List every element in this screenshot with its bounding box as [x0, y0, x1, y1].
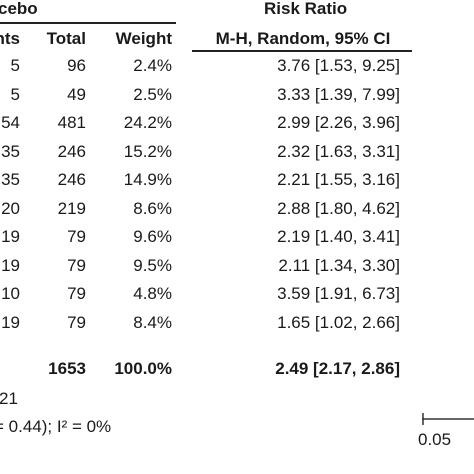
row-weight: 14.9%	[123, 170, 172, 189]
row-events: 20	[1, 198, 20, 218]
placebo-group-title: cebo	[0, 0, 38, 18]
col-header-weight: Weight	[115, 29, 172, 48]
row-weight: 2.5%	[133, 84, 172, 104]
risk-ratio-title: Risk Ratio	[264, 0, 348, 18]
row-events: 54	[1, 113, 20, 132]
row-total: 96	[67, 56, 86, 75]
row-events: 5	[10, 84, 20, 104]
col-header-events: nts	[0, 29, 20, 48]
row-total: 79	[67, 312, 86, 332]
col-header-total: Total	[46, 29, 86, 48]
row-ci: 2.11 [1.34, 3.30]	[278, 255, 400, 275]
row-total: 481	[57, 113, 86, 132]
row-events: 10	[1, 284, 20, 303]
row-total: 79	[67, 284, 86, 303]
row-total: 79	[67, 255, 86, 275]
method-header-rule	[192, 50, 412, 52]
row-weight: 9.6%	[133, 227, 172, 246]
row-total: 246	[57, 170, 86, 189]
row-ci: 2.32 [1.63, 3.31]	[277, 141, 400, 161]
row-total: 49	[67, 84, 86, 104]
row-events: 35	[1, 170, 20, 189]
row-events: 35	[1, 141, 20, 161]
row-ci: 3.33 [1.39, 7.99]	[277, 84, 400, 104]
footnote-events-total: 21	[0, 389, 18, 408]
row-weight: 8.4%	[133, 312, 172, 332]
row-weight: 9.5%	[133, 255, 172, 275]
row-weight: 2.4%	[133, 56, 172, 75]
total-row-ci: 2.49 [2.17, 2.86]	[275, 359, 400, 378]
forest-plot-axis	[422, 413, 474, 425]
row-total: 79	[67, 227, 86, 246]
footnote-heterogeneity: = 0.44); I² = 0%	[0, 417, 112, 436]
row-events: 19	[1, 312, 20, 332]
row-weight: 24.2%	[123, 113, 172, 132]
row-events: 5	[10, 56, 20, 75]
row-ci: 3.59 [1.91, 6.73]	[277, 284, 400, 303]
col-header-method: M-H, Random, 95% CI	[215, 29, 391, 48]
axis-tick-label: 0.05	[418, 430, 452, 449]
total-row-total: 1653	[48, 359, 86, 378]
total-row-weight: 100.0%	[114, 359, 172, 378]
row-weight: 15.2%	[123, 141, 172, 161]
row-ci: 2.21 [1.55, 3.16]	[277, 170, 400, 189]
row-ci: 1.65 [1.02, 2.66]	[277, 312, 400, 332]
row-total: 219	[57, 198, 86, 218]
placebo-header-rule	[0, 22, 176, 24]
row-ci: 2.99 [2.26, 3.96]	[277, 113, 400, 132]
row-weight: 8.6%	[133, 198, 172, 218]
row-weight: 4.8%	[133, 284, 172, 303]
row-events: 19	[1, 255, 20, 275]
row-ci: 2.88 [1.80, 4.62]	[277, 198, 400, 218]
row-ci: 2.19 [1.40, 3.41]	[277, 227, 400, 246]
row-total: 246	[57, 141, 86, 161]
row-ci: 3.76 [1.53, 9.25]	[277, 56, 400, 75]
row-events: 19	[1, 227, 20, 246]
